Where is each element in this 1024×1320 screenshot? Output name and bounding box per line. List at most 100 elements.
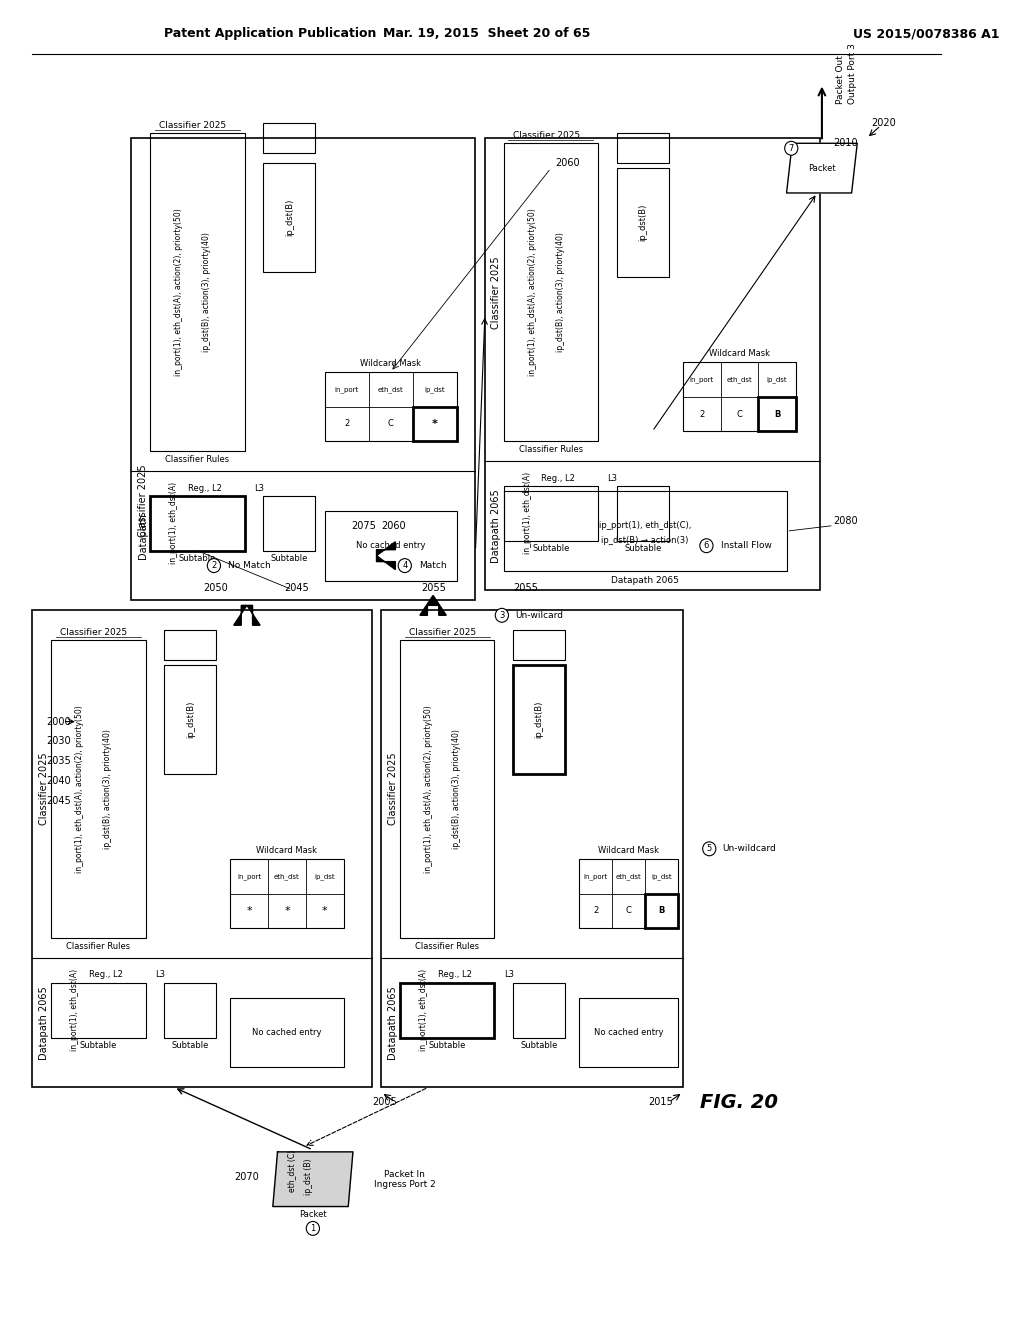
Text: 2060: 2060 [556,158,581,168]
Text: eth_dst (C): eth_dst (C) [287,1150,296,1192]
Text: eth_dst: eth_dst [378,385,403,392]
Text: 2080: 2080 [834,516,858,525]
Text: No cached entry: No cached entry [252,1028,322,1038]
Text: ip_dst(B), action(3), priorty(40): ip_dst(B), action(3), priorty(40) [453,729,461,849]
Bar [51,983,145,1038]
Text: 2: 2 [699,409,705,418]
Text: Install Flow: Install Flow [721,541,771,550]
Text: ip_dst(B): ip_dst(B) [285,199,294,236]
Text: 2010: 2010 [834,139,858,148]
Text: Reg., L2: Reg., L2 [188,483,222,492]
Text: Classifier 2025: Classifier 2025 [409,628,476,636]
Circle shape [306,1221,319,1236]
Text: Packet In
Ingress Port 2: Packet In Ingress Port 2 [374,1170,435,1189]
Bar [325,372,457,441]
Text: in_port: in_port [689,376,714,383]
Polygon shape [786,144,857,193]
Bar [165,983,216,1038]
Circle shape [398,558,412,573]
Text: eth_dst: eth_dst [274,873,300,879]
Text: ip_dst(B): ip_dst(B) [185,701,195,738]
Text: in_port(1), eth_dst(A): in_port(1), eth_dst(A) [523,473,531,554]
Text: Classifier 2025: Classifier 2025 [159,121,226,129]
Text: Subtable: Subtable [520,1041,558,1049]
Bar [151,496,245,550]
Bar [513,630,565,660]
Text: *: * [432,418,437,429]
Circle shape [207,558,220,573]
Text: 2015: 2015 [648,1097,674,1107]
Polygon shape [272,1152,353,1206]
Text: in_port: in_port [584,873,608,879]
Bar [580,859,678,928]
Text: *: * [322,906,328,916]
Text: FIG. 20: FIG. 20 [700,1093,778,1111]
Text: Output Port 3: Output Port 3 [848,42,856,103]
Bar [616,168,669,277]
Polygon shape [377,541,395,569]
Bar [413,407,457,441]
Text: US 2015/0078386 A1: US 2015/0078386 A1 [853,28,999,41]
Text: ip_dst(B), action(3), priorty(40): ip_dst(B), action(3), priorty(40) [103,729,113,849]
Text: Classifier Rules: Classifier Rules [165,455,229,463]
Text: C: C [626,907,632,915]
Text: 2055: 2055 [513,583,538,594]
Text: in_port(1), eth_dst(A), action(2), priorty(50): in_port(1), eth_dst(A), action(2), prior… [174,209,183,376]
Text: Packet: Packet [299,1210,327,1218]
Bar [230,998,343,1068]
Bar [485,139,819,590]
Text: Classifier Rules: Classifier Rules [415,941,479,950]
Text: Un-wildcard: Un-wildcard [723,845,776,853]
Text: No cached entry: No cached entry [356,541,425,550]
Text: in_port(1), eth_dst(A), action(2), priorty(50): in_port(1), eth_dst(A), action(2), prior… [527,209,537,376]
Text: 6: 6 [703,541,710,550]
Text: *: * [284,906,290,916]
Text: C: C [388,420,393,429]
Text: B: B [658,907,665,915]
Text: 1: 1 [310,1224,315,1233]
Circle shape [784,141,798,156]
Text: 2020: 2020 [871,119,896,128]
Bar [504,491,786,570]
Text: Packet Out: Packet Out [837,54,845,103]
Text: 2040: 2040 [46,776,72,787]
Text: 2: 2 [211,561,216,570]
Text: ip_dst: ip_dst [314,873,335,879]
Text: 4: 4 [402,561,408,570]
Bar [400,640,495,939]
Circle shape [496,609,509,622]
Text: No cached entry: No cached entry [594,1028,664,1038]
Text: L3: L3 [504,970,514,979]
Bar [230,859,343,928]
Text: ip_dst: ip_dst [424,385,445,392]
Bar [683,362,796,432]
Text: eth_dst: eth_dst [615,873,642,879]
Text: 2000: 2000 [46,717,72,726]
Text: Reg., L2: Reg., L2 [542,474,575,483]
Text: in_port(1), eth_dst(A), action(2), priorty(50): in_port(1), eth_dst(A), action(2), prior… [424,705,433,873]
Text: Subtable: Subtable [172,1041,209,1049]
Text: L3: L3 [254,483,264,492]
Bar [513,665,565,775]
Bar [513,983,565,1038]
Bar [580,998,678,1068]
Text: Datapath 2065: Datapath 2065 [611,576,679,585]
Text: Classifier 2025: Classifier 2025 [492,256,501,329]
Text: Datapath 2065: Datapath 2065 [387,986,397,1060]
Text: Classifier Rules: Classifier Rules [519,445,583,454]
Text: Classifier 2025: Classifier 2025 [138,465,147,537]
Text: 2050: 2050 [204,583,228,594]
Text: 2055: 2055 [421,583,445,594]
Text: 2075: 2075 [351,521,377,531]
Text: ip_dst: ip_dst [651,873,672,879]
Text: in_port(1), eth_dst(A): in_port(1), eth_dst(A) [419,969,428,1051]
Bar [504,144,598,441]
Text: 5: 5 [707,845,712,853]
Text: L3: L3 [155,970,165,979]
Bar [759,397,796,432]
Text: Wildcard Mask: Wildcard Mask [598,846,659,855]
Text: C: C [736,409,742,418]
Bar [151,133,245,451]
Text: Datapath 2065: Datapath 2065 [39,986,49,1060]
Bar [131,139,475,601]
